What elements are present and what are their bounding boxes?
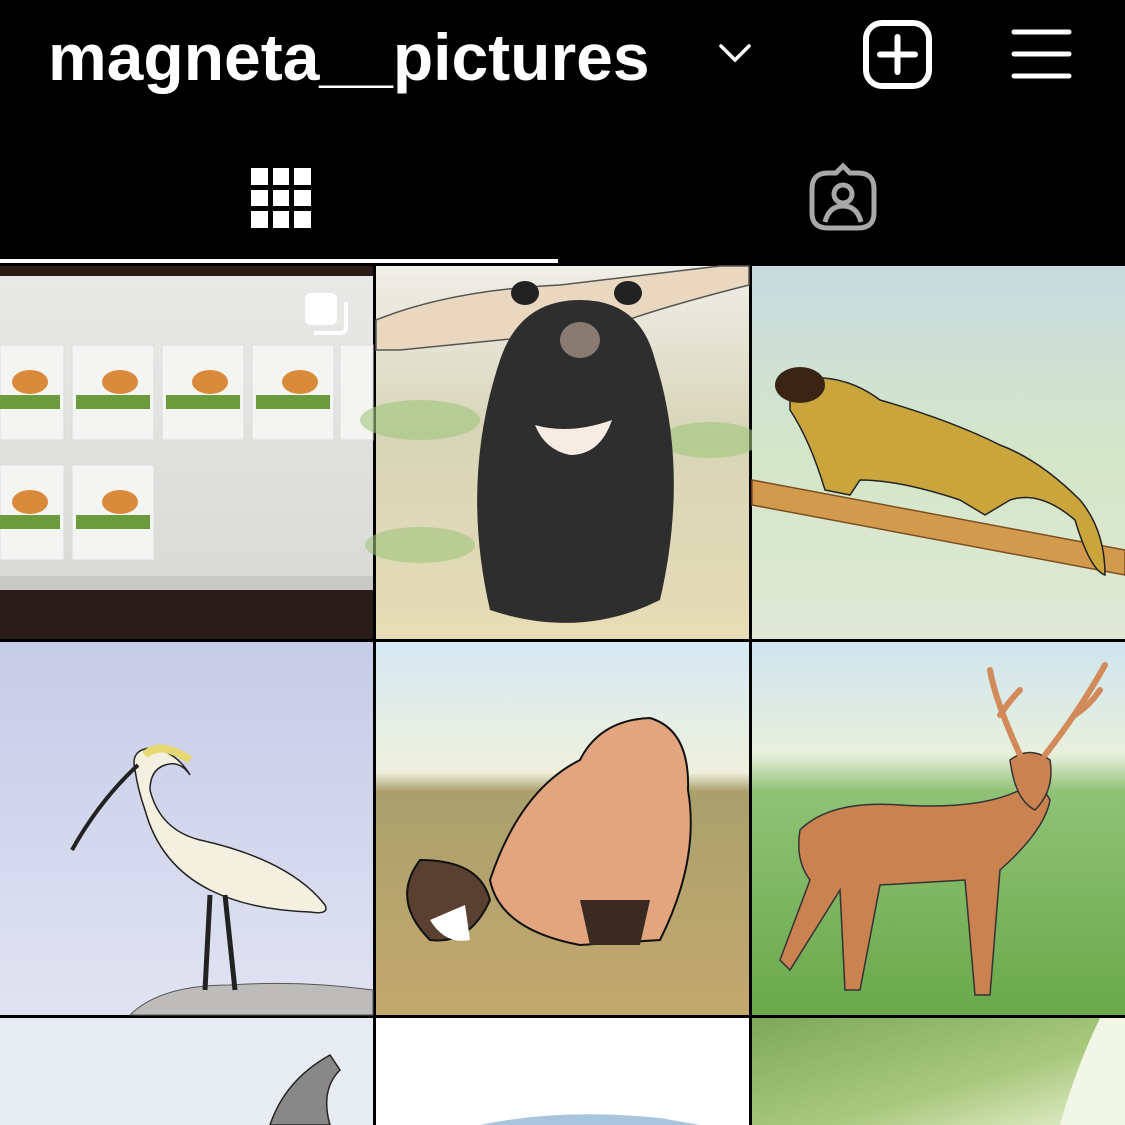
post-thumbnail[interactable]	[0, 642, 374, 1016]
tagged-tab[interactable]	[809, 162, 877, 231]
post-thumbnail[interactable]	[751, 266, 1125, 639]
menu-button[interactable]	[1011, 29, 1072, 79]
post-thumbnail[interactable]	[360, 265, 760, 639]
post-thumbnail[interactable]	[752, 1018, 1125, 1125]
post-thumbnail[interactable]	[0, 1018, 373, 1125]
account-switch-chevron[interactable]	[719, 44, 751, 63]
active-tab-indicator	[0, 259, 558, 263]
username[interactable]: magneta__pictures	[48, 20, 650, 94]
create-button[interactable]	[863, 20, 932, 89]
post-thumbnail[interactable]	[376, 642, 749, 1015]
post-thumbnail[interactable]	[376, 1018, 749, 1125]
post-thumbnail[interactable]	[0, 266, 374, 639]
post-thumbnail[interactable]	[752, 642, 1125, 1015]
header-bg	[0, 0, 1125, 266]
grid-tab[interactable]	[251, 168, 311, 228]
